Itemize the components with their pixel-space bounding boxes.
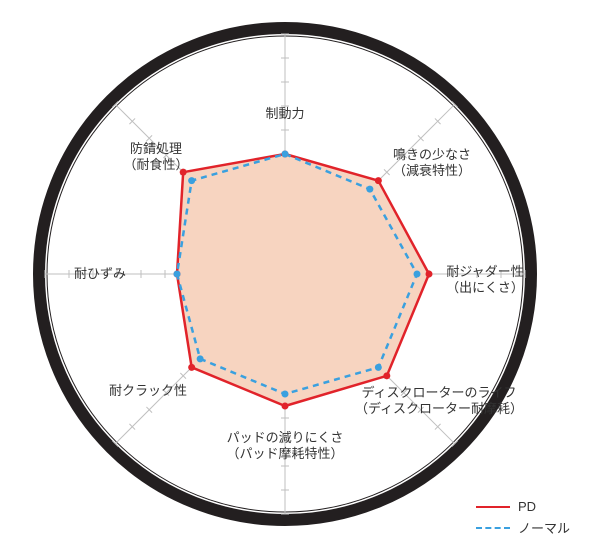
legend: PD ノーマル <box>476 495 570 537</box>
radar-chart: 制動力鳴きの少なさ （減衰特性） 耐ジャダー性 （出にくさ） ディスクローターのライ… <box>0 0 600 549</box>
axis-label: ディスクローターのライフ （ディスクローター耐摩耗） <box>355 385 523 418</box>
pd-marker <box>383 372 390 379</box>
axis-label: パッドの減りにくさ （パッド摩耗特性） <box>226 430 343 463</box>
pd-marker <box>282 403 289 410</box>
axis-label: 防錆処理 （耐食性） <box>123 141 188 174</box>
legend-swatch-normal <box>476 527 510 529</box>
normal-marker <box>188 177 195 184</box>
normal-marker <box>174 271 181 278</box>
legend-row-pd: PD <box>476 499 570 514</box>
series-pd-polygon <box>177 154 429 406</box>
pd-marker <box>426 271 433 278</box>
legend-label-pd: PD <box>518 499 536 514</box>
normal-marker <box>375 364 382 371</box>
pd-marker <box>188 364 195 371</box>
axis-label: 制動力 <box>265 106 304 122</box>
normal-marker <box>282 391 289 398</box>
axis-label: 耐ジャダー性 （出にくさ） <box>446 264 524 297</box>
axis-label: 鳴きの少なさ （減衰特性） <box>393 147 471 180</box>
normal-marker <box>366 186 373 193</box>
legend-row-normal: ノーマル <box>476 518 570 537</box>
axis-label: 耐クラック性 <box>109 383 187 399</box>
axis-label: 耐ひずみ <box>74 266 126 282</box>
pd-marker <box>375 177 382 184</box>
normal-marker <box>197 355 204 362</box>
normal-marker <box>414 271 421 278</box>
normal-marker <box>282 151 289 158</box>
legend-swatch-pd <box>476 506 510 508</box>
legend-label-normal: ノーマル <box>518 518 570 537</box>
